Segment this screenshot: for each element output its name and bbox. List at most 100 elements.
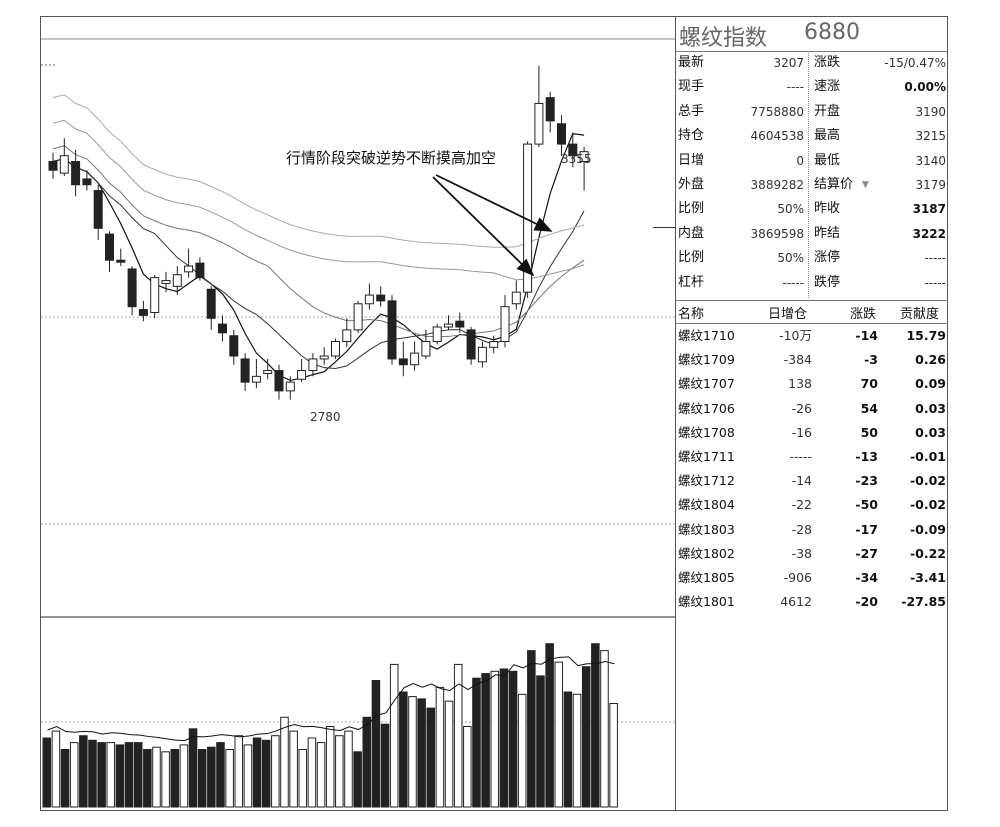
candle-body	[579, 151, 589, 163]
volume-bar	[581, 666, 591, 808]
contribution: -0.22	[909, 545, 946, 561]
volume-bar	[179, 744, 189, 808]
volume-bar	[133, 742, 143, 808]
annotation-text: 行情阶段突破逆势不断摸高加空	[286, 149, 496, 167]
quote-label: 杠杆	[678, 274, 705, 290]
quote-value: 3869598	[750, 226, 804, 241]
candle-body	[319, 355, 329, 360]
price-change: 70	[860, 376, 878, 392]
volume-bar	[463, 726, 472, 808]
volume-bar	[106, 742, 116, 808]
volume-bar	[353, 751, 362, 808]
candle-body	[364, 294, 374, 305]
oi-change: -14	[791, 473, 812, 489]
candle-body	[308, 358, 318, 372]
volume-bar	[490, 670, 500, 808]
candle-body	[466, 329, 476, 360]
low-price-label: 2780	[310, 410, 341, 424]
quote-value: -15/0.47%	[884, 56, 946, 70]
moving-average-line	[52, 119, 585, 281]
candle-body	[218, 323, 227, 334]
quote-label: 结算价	[814, 177, 854, 192]
constituent-row[interactable]: 螺纹1804 -22 -50 -0.02	[676, 493, 948, 517]
quote-label: 最低	[814, 152, 841, 168]
constituent-row[interactable]: 螺纹1711 ----- -13 -0.01	[676, 445, 948, 469]
volume-bar	[517, 693, 527, 808]
volume-bar	[261, 739, 271, 808]
candle-body	[398, 358, 408, 366]
contribution: 15.79	[906, 328, 946, 343]
oi-change: 138	[788, 376, 812, 392]
volume-bar	[152, 746, 161, 808]
candle-body	[263, 370, 273, 374]
header-change: 涨跌	[850, 307, 877, 322]
quote-label: 最高	[814, 128, 841, 144]
header-name: 名称	[678, 307, 705, 322]
volume-bar	[216, 742, 225, 808]
annotation-arrow	[435, 174, 553, 232]
volume-bar	[609, 703, 618, 808]
contribution: 0.26	[915, 352, 946, 368]
oi-change: -16	[791, 424, 812, 440]
candle-body	[48, 161, 58, 171]
moving-average-line	[52, 132, 585, 382]
dropdown-arrow-icon[interactable]: ▼	[862, 180, 869, 190]
candle-body	[285, 381, 295, 392]
constituents-header: 名称 日增仓 涨跌 贡献度	[676, 300, 948, 324]
candle-body	[172, 274, 182, 287]
quote-row-left: 杠杆 -----	[676, 273, 804, 293]
contribution: -0.01	[909, 449, 946, 464]
volume-bar	[591, 643, 600, 808]
volume-bar	[344, 730, 353, 808]
candle-body	[206, 288, 216, 319]
volume-bar	[417, 698, 426, 808]
quote-value: 50%	[777, 202, 804, 217]
quote-label: 速涨	[814, 79, 841, 95]
volume-bar	[426, 707, 436, 808]
candle-body	[229, 335, 239, 357]
volume-bar	[51, 730, 61, 808]
candle-body	[82, 178, 92, 186]
contract-name: 螺纹1805	[678, 570, 735, 585]
quote-value: ----	[786, 80, 804, 95]
volume-bar	[362, 716, 372, 808]
kline-chart-panel[interactable]: 3355 2780 行情阶段突破逆势不断摸高加空	[41, 17, 675, 810]
constituent-row[interactable]: 螺纹1709 -384 -3 0.26	[676, 348, 948, 372]
constituent-row[interactable]: 螺纹1802 -38 -27 -0.22	[676, 542, 948, 566]
constituent-row[interactable]: 螺纹1707 138 70 0.09	[676, 372, 948, 396]
volume-bar	[280, 716, 289, 808]
price-change: -34	[855, 570, 878, 585]
quote-row-right: 速涨 0.00%	[812, 77, 946, 97]
oi-change: -28	[791, 521, 812, 537]
constituent-row[interactable]: 螺纹1801 4612 -20 -27.85	[676, 590, 948, 614]
volume-bar	[472, 677, 481, 808]
constituent-row[interactable]: 螺纹1706 -26 54 0.03	[676, 397, 948, 421]
quote-row-left: 最新 3207	[676, 53, 804, 73]
price-change: -50	[855, 497, 878, 513]
kline-chart[interactable]: 3355 2780 行情阶段突破逆势不断摸高加空	[41, 17, 675, 810]
volume-bar	[143, 749, 152, 808]
constituent-row[interactable]: 螺纹1805 -906 -34 -3.41	[676, 566, 948, 590]
constituent-row[interactable]: 螺纹1712 -14 -23 -0.02	[676, 469, 948, 493]
candle-body	[477, 346, 487, 363]
candle-body	[432, 326, 442, 343]
contract-name: 螺纹1708	[678, 424, 735, 440]
candle-body	[116, 259, 126, 263]
volume-bar	[69, 742, 79, 808]
candle-body	[251, 375, 261, 383]
constituent-row[interactable]: 螺纹1803 -28 -17 -0.09	[676, 518, 948, 542]
moving-average-line	[52, 94, 585, 248]
quote-label: 内盘	[678, 225, 705, 241]
quote-label: 日增	[678, 152, 705, 168]
quote-row-left: 内盘 3869598	[676, 224, 804, 244]
constituent-row[interactable]: 螺纹1710 -10万 -14 15.79	[676, 324, 948, 348]
quote-label: 涨跌	[814, 55, 841, 70]
high-price-label: 3355	[561, 152, 592, 166]
candle-body	[297, 370, 307, 380]
constituent-row[interactable]: 螺纹1708 -16 50 0.03	[676, 421, 948, 445]
oi-change: 4612	[780, 594, 812, 610]
contract-name: 螺纹1801	[678, 594, 735, 610]
candle-body	[127, 268, 137, 308]
candle-body	[184, 265, 194, 273]
quote-grid-divider	[808, 53, 809, 298]
